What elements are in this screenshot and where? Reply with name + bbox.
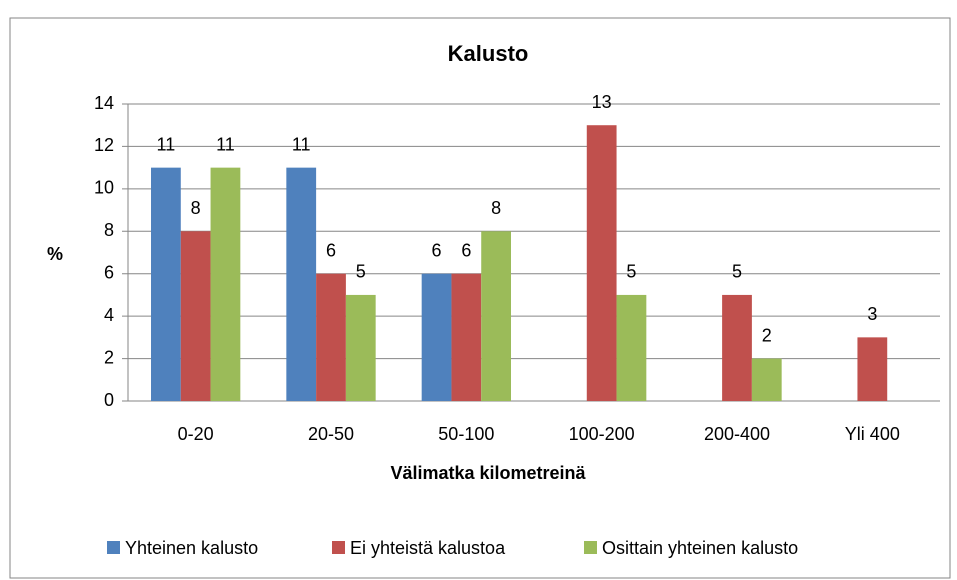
y-tick-label: 4	[104, 305, 114, 325]
bar	[421, 273, 452, 401]
bar	[857, 337, 888, 401]
data-label: 8	[191, 198, 201, 218]
data-label: 2	[762, 325, 772, 345]
x-tick-label: 200-400	[704, 424, 770, 444]
bar	[751, 358, 782, 401]
bar	[151, 167, 181, 401]
bar	[722, 294, 752, 401]
bar	[316, 273, 346, 401]
data-label: 5	[356, 262, 366, 282]
data-label: 5	[732, 262, 742, 282]
y-tick-label: 10	[94, 178, 114, 198]
bar	[180, 231, 211, 401]
legend-label: Ei yhteistä kalustoa	[350, 538, 506, 558]
legend-label: Yhteinen kalusto	[125, 538, 258, 558]
data-label: 6	[461, 240, 471, 260]
data-label: 11	[292, 134, 311, 154]
data-label: 3	[867, 304, 877, 324]
legend-swatch	[584, 541, 597, 554]
bar	[481, 231, 511, 401]
bar	[616, 294, 647, 401]
data-label: 11	[216, 134, 235, 154]
legend-swatch	[107, 541, 120, 554]
x-tick-label: 0-20	[178, 424, 214, 444]
x-tick-label: Yli 400	[845, 424, 900, 444]
data-label: 13	[592, 92, 612, 112]
data-label: 8	[491, 198, 501, 218]
legend-swatch	[332, 541, 345, 554]
y-tick-label: 0	[104, 390, 114, 410]
bar	[286, 167, 317, 401]
data-label: 5	[626, 262, 636, 282]
x-tick-label: 50-100	[438, 424, 494, 444]
x-tick-label: 20-50	[308, 424, 354, 444]
y-tick-label: 8	[104, 220, 114, 240]
y-tick-label: 12	[94, 135, 114, 155]
data-label: 6	[326, 240, 336, 260]
y-axis-label: %	[47, 244, 63, 264]
legend-label: Osittain yhteinen kalusto	[602, 538, 798, 558]
bar	[345, 294, 376, 401]
data-label: 6	[432, 240, 442, 260]
bar	[451, 273, 482, 401]
data-label: 11	[157, 134, 176, 154]
bar	[210, 167, 241, 401]
bar	[586, 125, 617, 401]
x-axis-label: Välimatka kilometreinä	[390, 463, 586, 483]
x-tick-label: 100-200	[569, 424, 635, 444]
chart-title: Kalusto	[448, 41, 529, 66]
y-tick-label: 2	[104, 347, 114, 367]
y-tick-label: 14	[94, 93, 114, 113]
y-tick-label: 6	[104, 262, 114, 282]
